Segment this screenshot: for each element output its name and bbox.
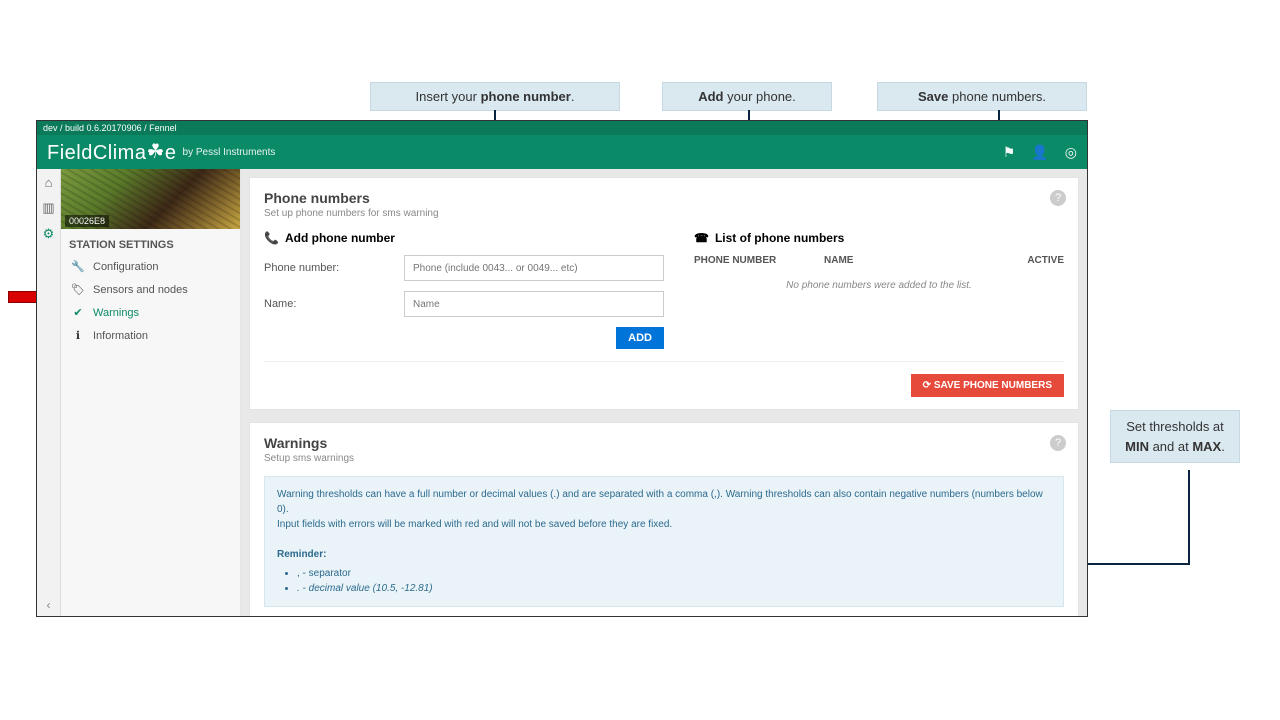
rail-home-icon[interactable]: ⌂ [45,175,53,190]
app-window: dev / build 0.6.20170906 / Fennel FieldC… [36,120,1088,617]
sidebar-item-warnings[interactable]: ✔ Warnings [61,301,240,324]
add-button[interactable]: ADD [616,327,664,349]
phone-icon: 📞 [264,231,279,245]
callout-insert: Insert your phone number. [370,82,620,111]
tag-icon: 🏷 [71,283,85,296]
name-label: Name: [264,298,404,310]
empty-list-message: No phone numbers were added to the list. [694,270,1064,301]
flag-icon[interactable]: ⚑ [1003,144,1016,161]
panel-title: Phone numbers [264,190,1064,206]
broadcast-icon[interactable]: ◎ [1065,144,1077,161]
sidebar-item-label: Sensors and nodes [93,284,188,296]
save-phone-numbers-button[interactable]: SAVE PHONE NUMBERS [911,374,1064,397]
info-icon: ℹ [71,329,85,342]
phone-number-label: Phone number: [264,262,404,274]
shield-icon: ✔ [71,306,85,319]
brand-byline: by Pessl Instruments [183,147,276,158]
phone-number-input[interactable] [404,255,664,281]
list-heading: ☎ List of phone numbers [694,231,1064,245]
top-header: FieldClima☘e by Pessl Instruments ⚑ 👤 ◎ [37,135,1087,169]
rail-chart-icon[interactable]: ▥ [42,200,54,216]
station-image[interactable]: 00026E8 [61,169,240,229]
main-content: ? Phone numbers Set up phone numbers for… [241,169,1087,617]
list-icon: ☎ [694,231,709,245]
sidebar-item-label: Configuration [93,261,158,273]
warnings-info-box: Warning thresholds can have a full numbe… [264,476,1064,607]
sidebar-item-label: Information [93,330,148,342]
callout-add: Add your phone. [662,82,832,111]
sidebar-item-information[interactable]: ℹ Information [61,324,240,347]
nav-rail: ⌂ ▥ ⚙ ‹ [37,169,61,617]
user-icon[interactable]: 👤 [1031,144,1048,161]
leader-thr-v [1188,470,1190,565]
callout-thresholds: Set thresholds at MIN and at MAX. [1110,410,1240,463]
name-input[interactable] [404,291,664,317]
panel-subtitle: Setup sms warnings [264,453,1064,464]
sidebar-item-sensors[interactable]: 🏷 Sensors and nodes [61,278,240,301]
warnings-panel: ? Warnings Setup sms warnings Warning th… [249,422,1079,617]
add-phone-heading: 📞 Add phone number [264,231,664,245]
phone-numbers-panel: ? Phone numbers Set up phone numbers for… [249,177,1079,410]
sidebar-item-configuration[interactable]: 🔧 Configuration [61,255,240,278]
sidebar-item-label: Warnings [93,307,139,319]
help-icon[interactable]: ? [1050,435,1066,451]
leader-thr-h [1088,563,1190,565]
brand-logo: FieldClima☘e [47,140,177,165]
wrench-icon: 🔧 [71,260,85,273]
panel-subtitle: Set up phone numbers for sms warning [264,208,1064,219]
build-bar: dev / build 0.6.20170906 / Fennel [37,121,1087,135]
help-icon[interactable]: ? [1050,190,1066,206]
callout-save: Save phone numbers. [877,82,1087,111]
sidebar: 00026E8 STATION SETTINGS 🔧 Configuration… [61,169,241,617]
rail-collapse-icon[interactable]: ‹ [47,598,51,612]
sidebar-section-header: STATION SETTINGS [61,229,240,255]
list-columns: PHONE NUMBER NAME ACTIVE [694,255,1064,270]
panel-title: Warnings [264,435,1064,451]
rail-gear-icon[interactable]: ⚙ [43,226,55,242]
station-id-badge: 00026E8 [65,215,109,227]
